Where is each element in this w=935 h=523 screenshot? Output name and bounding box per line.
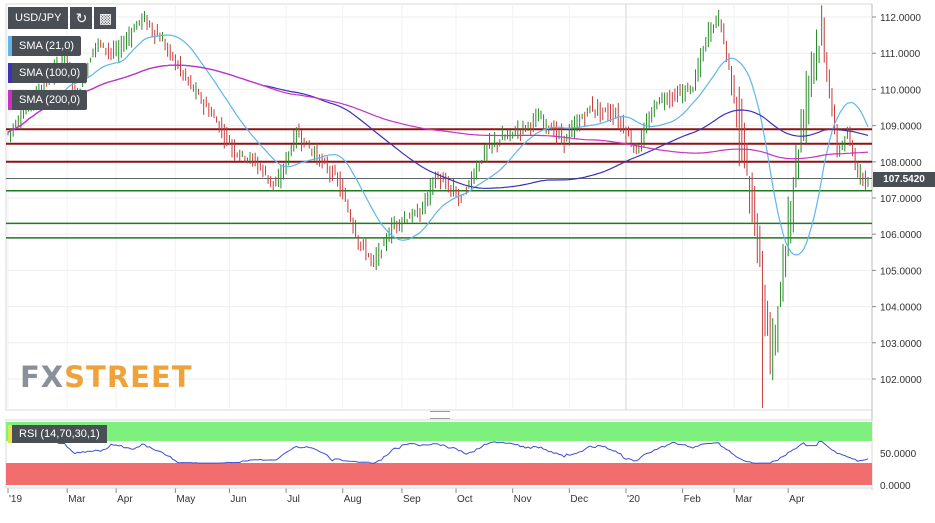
y-tick-label: 111.0000 [880,49,921,60]
x-tick-label: May [176,494,195,505]
y-tick-label: 102.0000 [880,375,922,386]
x-tick-label: '19 [9,494,22,505]
x-tick-label: Mar [735,494,753,505]
y-tick-label: 107.0000 [880,194,922,205]
x-tick-label: Aug [344,494,362,505]
sma-100-label: SMA (100,0) [19,67,81,79]
y-tick-label: 108.0000 [880,158,922,169]
symbol-toolbar: USD/JPY ↻ ▩ [8,7,117,29]
sma-200-color-bar [8,90,12,110]
fxstreet-logo: FXSTREET [20,360,193,394]
x-tick-label: '20 [627,494,640,505]
y-tick-label: 103.0000 [880,339,922,350]
y-tick-label: 110.0000 [880,85,921,96]
sma-100-color-bar [8,63,12,83]
x-tick-label: Apr [117,494,133,505]
x-tick-label: Dec [570,494,588,505]
y-tick-label: 104.0000 [880,303,922,314]
sma-200-line [7,64,869,160]
last-price-tag: 107.5420 [873,172,935,187]
x-tick-label: Sep [403,494,421,505]
x-tick-label: Apr [789,494,805,505]
x-tick-label: Oct [457,494,473,505]
sma-21-label: SMA (21,0) [19,40,75,52]
rsi-label: RSI (14,70,30,1) [19,428,100,440]
y-tick-label: 105.0000 [880,266,922,277]
y-tick-label: 109.0000 [880,122,922,133]
sma-21-color-bar [8,36,12,56]
symbol-label[interactable]: USD/JPY [8,7,69,29]
rsi-color-bar [8,425,12,443]
rsi-overbought-zone [6,422,872,441]
rsi-line [44,440,869,464]
sma-100-chip[interactable]: SMA (100,0) [8,63,88,83]
sma-200-chip[interactable]: SMA (200,0) [8,90,88,110]
rsi-tick-0: 0.0000 [880,481,911,492]
y-tick-label: 112.0000 [880,13,921,24]
y-tick-label: 106.0000 [880,230,922,241]
chart-settings-icon[interactable]: ▩ [94,7,117,29]
refresh-icon[interactable]: ↻ [70,7,93,29]
x-tick-label: Nov [514,494,532,505]
x-tick-label: Jul [287,494,300,505]
sma-21-chip[interactable]: SMA (21,0) [8,36,82,56]
panel-resize-handle[interactable] [430,411,450,419]
sma-200-label: SMA (200,0) [19,94,81,106]
rsi-chip[interactable]: RSI (14,70,30,1) [8,425,107,443]
x-tick-label: Feb [684,494,702,505]
x-tick-label: Jun [230,494,246,505]
rsi-oversold-zone [6,463,872,485]
sma-21-line [7,34,869,256]
x-tick-label: Mar [68,494,86,505]
rsi-tick-50: 50.0000 [880,449,917,460]
